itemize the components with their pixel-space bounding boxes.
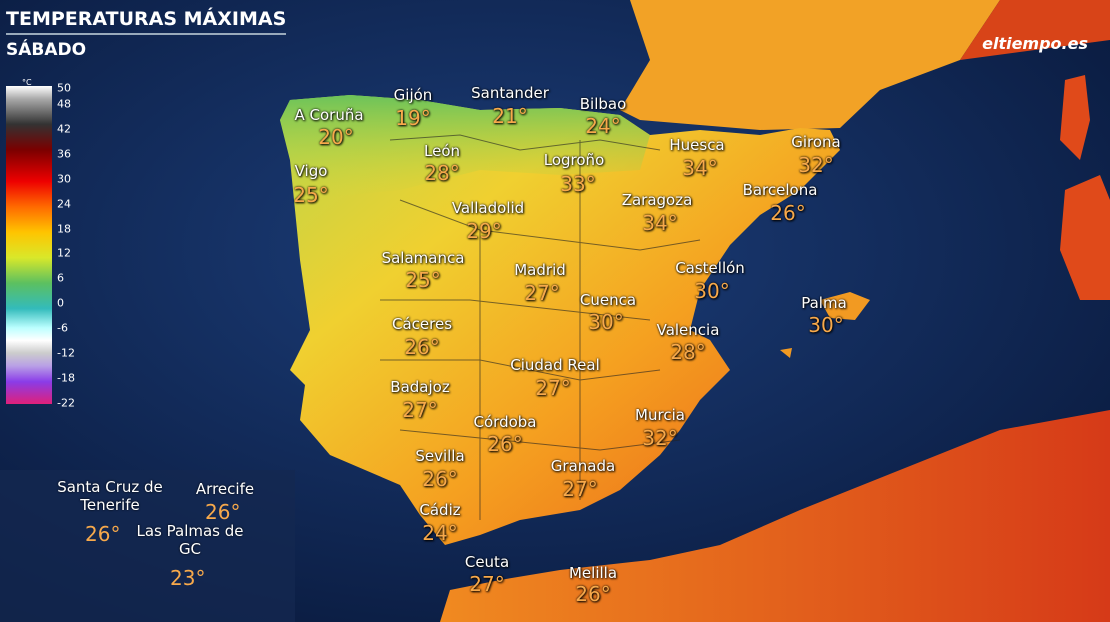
legend-tick: 48	[57, 97, 71, 111]
city-name: Salamanca	[381, 249, 465, 267]
city-name: Valladolid	[451, 199, 525, 217]
city-temp: 30°	[694, 279, 730, 303]
legend-tick: -22	[57, 396, 75, 410]
city-temp: 25°	[405, 268, 441, 292]
city-temp: 20°	[318, 125, 354, 149]
city-temp: 29°	[466, 219, 502, 243]
subtitle: SÁBADO	[6, 40, 87, 60]
city-temp: 30°	[588, 310, 624, 334]
city-name: Granada	[550, 457, 616, 475]
city-name: A Coruña	[294, 106, 364, 124]
city-name: Valencia	[656, 321, 720, 339]
city-temp: 33°	[560, 172, 596, 196]
city-name: Zaragoza	[621, 191, 693, 209]
legend-tick: -18	[57, 371, 75, 385]
legend-unit: °C	[22, 78, 32, 87]
city-temp: 28°	[670, 340, 706, 364]
city-temp: 27°	[562, 477, 598, 501]
city-name: Santander	[471, 84, 549, 102]
canarias-temp: 23°	[170, 566, 206, 590]
city-name: Castellón	[675, 259, 745, 277]
city-name: Córdoba	[473, 413, 537, 431]
legend-tick: 42	[57, 122, 71, 136]
city-name: Logroño	[543, 151, 605, 169]
city-name: Barcelona	[742, 181, 818, 199]
city-temp: 21°	[492, 104, 528, 128]
city-temp: 30°	[808, 313, 844, 337]
city-name: Bilbao	[579, 95, 627, 113]
city-name: Madrid	[514, 261, 566, 279]
city-name: Sevilla	[415, 447, 465, 465]
canarias-box	[0, 470, 295, 622]
legend-tick: 6	[57, 271, 64, 285]
legend-tick: 30	[57, 172, 71, 186]
city-temp: 27°	[524, 281, 560, 305]
legend-tick: 0	[57, 296, 64, 310]
city-temp: 27°	[535, 376, 571, 400]
canarias-name: Arrecife	[195, 480, 255, 498]
city-name: Palma	[801, 294, 847, 312]
legend-tick: -6	[57, 321, 68, 335]
legend-colorbar	[6, 86, 52, 404]
city-temp: 19°	[395, 106, 431, 130]
city-temp: 27°	[469, 572, 505, 596]
city-temp: 32°	[798, 153, 834, 177]
canarias-temp: 26°	[85, 522, 121, 546]
legend-tick: 18	[57, 222, 71, 235]
legend-tick: 50	[57, 81, 71, 95]
city-name: Cuenca	[579, 291, 637, 309]
city-temp: 34°	[642, 211, 678, 235]
city-name: Vigo	[294, 162, 328, 180]
city-temp: 26°	[770, 201, 806, 225]
city-name: Badajoz	[390, 378, 450, 396]
city-temp: 27°	[402, 398, 438, 422]
city-temp: 32°	[642, 426, 678, 450]
city-name: Cádiz	[419, 501, 461, 519]
logo: eltiempo.es	[982, 34, 1088, 53]
canarias-name: Santa Cruz de Tenerife	[57, 478, 163, 514]
city-temp: 26°	[404, 335, 440, 359]
city-temp: 26°	[487, 432, 523, 456]
city-temp: 24°	[585, 114, 621, 138]
legend-tick: 12	[57, 246, 71, 260]
city-name: Huesca	[669, 136, 725, 154]
legend-tick: -12	[57, 346, 75, 360]
city-temp: 28°	[424, 161, 460, 185]
title: TEMPERATURAS MÁXIMAS	[6, 8, 287, 35]
city-name: Cáceres	[391, 315, 453, 333]
city-temp: 25°	[293, 183, 329, 207]
legend-tick: 24	[57, 197, 71, 211]
city-temp: 24°	[422, 521, 458, 545]
canarias-name: Las Palmas de GC	[136, 522, 244, 558]
canarias-temp: 26°	[205, 500, 241, 524]
city-name: Melilla	[568, 564, 618, 582]
city-name: Girona	[791, 133, 841, 151]
city-temp: 26°	[422, 467, 458, 491]
city-name: Ciudad Real	[510, 356, 600, 374]
city-temp: 26°	[575, 582, 611, 606]
city-name: Ceuta	[464, 553, 510, 571]
city-temp: 34°	[682, 156, 718, 180]
legend-tick: 36	[57, 147, 71, 161]
city-name: Murcia	[635, 406, 685, 424]
city-name: León	[423, 142, 461, 160]
city-name: Gijón	[393, 86, 433, 104]
